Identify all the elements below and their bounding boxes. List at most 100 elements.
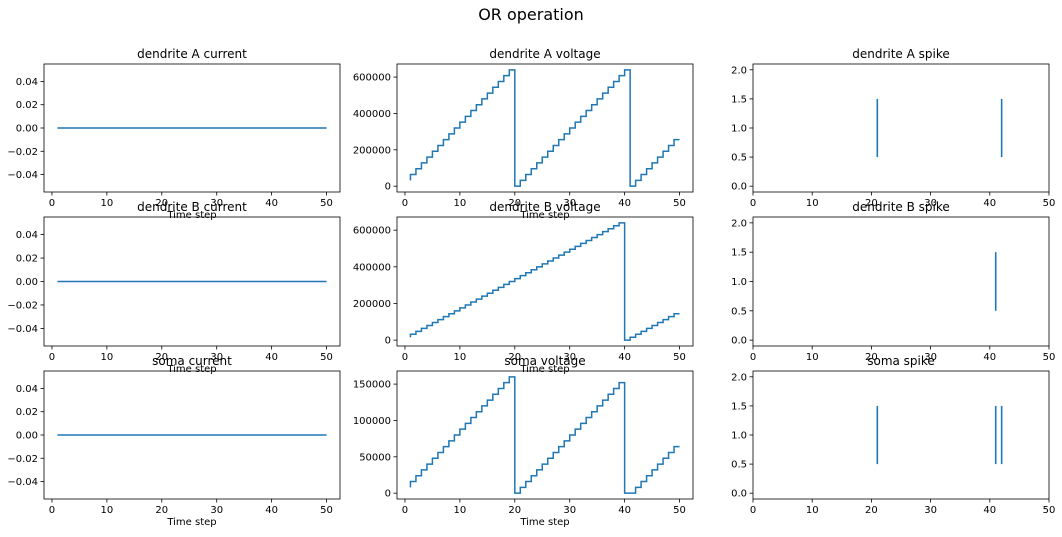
panel-title: dendrite B current (137, 200, 247, 214)
x-tick-label: 10 (806, 198, 819, 209)
axes-frame (43, 216, 341, 347)
x-tick-label: 50 (1043, 198, 1056, 209)
y-tick-label: −0.02 (7, 454, 38, 465)
x-tick-label: 10 (101, 198, 114, 209)
y-tick-label: 0.02 (16, 407, 38, 418)
x-tick-label: 40 (265, 352, 278, 363)
panel-title: dendrite A voltage (489, 47, 600, 61)
x-axis-label: Time step (519, 210, 569, 221)
y-tick-label: 150000 (353, 380, 391, 391)
x-tick-label: 50 (320, 352, 333, 363)
figure-title: OR operation (478, 5, 584, 24)
y-tick-label: 600000 (353, 73, 391, 84)
x-tick-label: 0 (402, 198, 408, 209)
x-tick-label: 0 (750, 198, 756, 209)
x-tick-label: 30 (563, 352, 576, 363)
y-tick-label: 0 (385, 182, 391, 193)
x-tick-label: 10 (454, 352, 467, 363)
axes-frame (752, 370, 1050, 500)
panel-soma-current: 0 10 20 30 40 50 −0.04 −0.02 0.00 0.02 0.04 Time st… (7, 370, 341, 528)
x-tick-label: 40 (618, 505, 631, 516)
x-axis-label: Time step (519, 364, 569, 375)
axes-frame (43, 63, 341, 193)
x-tick-label: 50 (673, 505, 686, 516)
y-tick-label: 1.0 (731, 124, 747, 135)
x-tick-label: 40 (983, 505, 996, 516)
x-tick-label: 50 (320, 198, 333, 209)
panel-dendrite-b-current: 0 10 20 30 40 50 −0.04 −0.02 0.00 0.02 0.04 Time st… (7, 216, 341, 375)
y-tick-label: −0.04 (7, 324, 38, 335)
y-tick-label: 0.0 (731, 182, 747, 193)
x-tick-label: 40 (265, 198, 278, 209)
panel-title: soma spike (867, 354, 935, 368)
y-tick-label: 0.02 (16, 254, 38, 265)
y-tick-label: 200000 (353, 299, 391, 310)
x-axis-label: Time step (166, 517, 216, 528)
x-tick-label: 50 (1043, 505, 1056, 516)
y-tick-label: 2.0 (731, 372, 747, 383)
axes-frame (396, 216, 694, 347)
x-tick-label: 10 (806, 352, 819, 363)
panel-dendrite-a-spike: 0 10 20 30 40 50 0.0 0.5 1.0 1.5 2.0 (731, 63, 1056, 209)
x-tick-label: 30 (210, 352, 223, 363)
axes-frame (752, 63, 1050, 193)
series-line-0 (409, 222, 680, 341)
y-tick-label: −0.04 (7, 477, 38, 488)
x-tick-label: 20 (865, 352, 878, 363)
panel-title: dendrite B voltage (489, 200, 600, 214)
y-tick-label: 1.0 (731, 277, 747, 288)
x-tick-label: 0 (750, 352, 756, 363)
y-tick-label: 0 (385, 336, 391, 347)
axes-frame (396, 63, 694, 193)
y-tick-label: 0.0 (731, 336, 747, 347)
y-tick-label: 100000 (353, 416, 391, 427)
y-tick-label: 0.5 (731, 306, 747, 317)
y-tick-label: 1.5 (731, 401, 747, 412)
y-tick-label: −0.02 (7, 300, 38, 311)
y-tick-label: 0.02 (16, 100, 38, 111)
y-tick-label: 0.00 (16, 124, 38, 135)
x-axis-label: Time step (519, 517, 569, 528)
series-line-0 (409, 376, 680, 494)
x-tick-label: 20 (508, 505, 521, 516)
y-tick-label: 400000 (353, 109, 391, 120)
y-tick-label: 1.5 (731, 248, 747, 259)
x-tick-label: 20 (155, 352, 168, 363)
x-tick-label: 30 (924, 198, 937, 209)
panel-soma-spike: 0 10 20 30 40 50 0.0 0.5 1.0 1.5 2.0 (731, 370, 1056, 516)
x-tick-label: 0 (49, 198, 55, 209)
x-tick-label: 0 (49, 505, 55, 516)
axes-frame (752, 216, 1050, 347)
y-tick-label: −0.04 (7, 170, 38, 181)
x-tick-label: 40 (618, 198, 631, 209)
x-axis-label: Time step (166, 364, 216, 375)
y-tick-label: 1.5 (731, 94, 747, 105)
y-tick-label: 0.04 (16, 384, 38, 395)
y-tick-label: 0.00 (16, 277, 38, 288)
y-tick-label: 0.04 (16, 230, 38, 241)
panel-title: dendrite A current (137, 47, 247, 61)
x-tick-label: 10 (806, 505, 819, 516)
x-tick-label: 20 (865, 505, 878, 516)
y-tick-label: 1.0 (731, 431, 747, 442)
x-tick-label: 30 (924, 505, 937, 516)
x-axis-label: Time step (166, 210, 216, 221)
x-tick-label: 0 (402, 505, 408, 516)
x-tick-label: 50 (320, 505, 333, 516)
x-tick-label: 20 (155, 198, 168, 209)
panel-title: soma voltage (504, 354, 585, 368)
y-tick-label: 0.00 (16, 431, 38, 442)
x-tick-label: 50 (673, 352, 686, 363)
panel-dendrite-a-current: 0 10 20 30 40 50 −0.04 −0.02 0.00 0.02 0.04 Time st… (7, 63, 341, 221)
panel-dendrite-a-voltage: 0 10 20 30 40 50 0 200000 400000 600000 Time step (353, 63, 694, 221)
x-tick-label: 30 (210, 198, 223, 209)
x-tick-label: 30 (563, 505, 576, 516)
panel-soma-voltage: 0 10 20 30 40 50 0 50000 100000 150000 Time step (353, 370, 694, 528)
x-tick-label: 0 (49, 352, 55, 363)
x-tick-label: 30 (563, 198, 576, 209)
panel-title: dendrite B spike (852, 200, 950, 214)
y-tick-label: 200000 (353, 145, 391, 156)
